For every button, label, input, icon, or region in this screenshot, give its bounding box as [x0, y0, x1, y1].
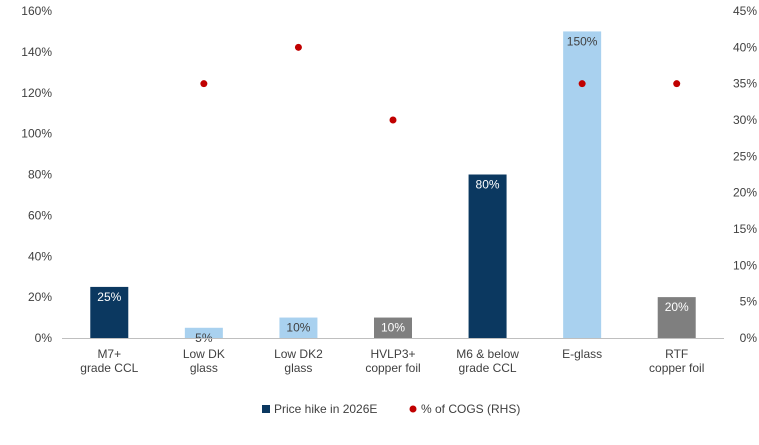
bar-data-label: 20% — [665, 300, 689, 314]
bar-data-label: 10% — [381, 321, 405, 335]
legend-label-cogs: % of COGS (RHS) — [421, 402, 520, 416]
scatter-point — [294, 43, 302, 51]
scatter-point — [200, 80, 208, 88]
left-tick-label: 0% — [35, 331, 53, 345]
category-label: Low DK glass — [183, 347, 225, 375]
legend-swatch-price-hike — [262, 405, 270, 413]
bar — [184, 327, 223, 338]
legend: Price hike in 2026E % of COGS (RHS) — [262, 402, 520, 416]
right-tick-label: 10% — [733, 258, 757, 272]
right-tick-label: 40% — [733, 40, 757, 54]
left-tick-label: 100% — [21, 127, 52, 141]
bar — [563, 31, 602, 338]
left-tick-label: 80% — [28, 168, 52, 182]
left-tick-label: 140% — [21, 45, 52, 59]
bar-series — [90, 31, 696, 338]
left-axis-ticks: 0% 20% 40% 60% 80% 100% 120% 140% 160% — [21, 4, 52, 345]
legend-label-price-hike: Price hike in 2026E — [274, 402, 377, 416]
bar-data-label: 150% — [567, 34, 598, 48]
right-tick-label: 25% — [733, 149, 757, 163]
category-label: M7+ grade CCL — [80, 347, 138, 375]
right-tick-label: 45% — [733, 4, 757, 18]
legend-swatch-cogs — [409, 405, 417, 413]
category-label: M6 & below grade CCL — [456, 347, 519, 375]
left-tick-label: 20% — [28, 290, 52, 304]
left-tick-label: 160% — [21, 4, 52, 18]
bar — [657, 297, 696, 338]
right-tick-label: 15% — [733, 222, 757, 236]
right-tick-label: 5% — [740, 295, 758, 309]
category-label: Low DK2 glass — [274, 347, 323, 375]
bar-data-label: 80% — [476, 178, 500, 192]
category-label: RTF copper foil — [649, 347, 704, 375]
scatter-series — [200, 43, 681, 124]
right-tick-label: 0% — [740, 331, 758, 345]
bar — [468, 174, 507, 338]
bar-data-label: 25% — [97, 290, 121, 304]
right-tick-label: 30% — [733, 113, 757, 127]
scatter-point — [673, 80, 681, 88]
bar — [279, 317, 318, 338]
category-label: E-glass — [562, 347, 602, 361]
bar-data-labels: 25% 5% 10% 10% 80% 150% 20% — [97, 34, 689, 344]
scatter-point — [578, 80, 586, 88]
right-tick-label: 35% — [733, 77, 757, 91]
left-tick-label: 40% — [28, 249, 52, 263]
category-label: HVLP3+ copper foil — [365, 347, 420, 375]
left-tick-label: 60% — [28, 208, 52, 222]
bar — [90, 286, 129, 338]
right-axis-ticks: 0% 5% 10% 15% 20% 25% 30% 35% 40% 45% — [733, 4, 757, 345]
scatter-point — [389, 116, 397, 124]
bar-data-label: 5% — [195, 331, 213, 345]
bar-data-label: 10% — [286, 321, 310, 335]
right-tick-label: 20% — [733, 186, 757, 200]
category-labels: M7+ grade CCL Low DK glass Low DK2 glass HVLP3… — [80, 347, 704, 375]
bar — [374, 317, 412, 338]
left-tick-label: 120% — [21, 86, 52, 100]
